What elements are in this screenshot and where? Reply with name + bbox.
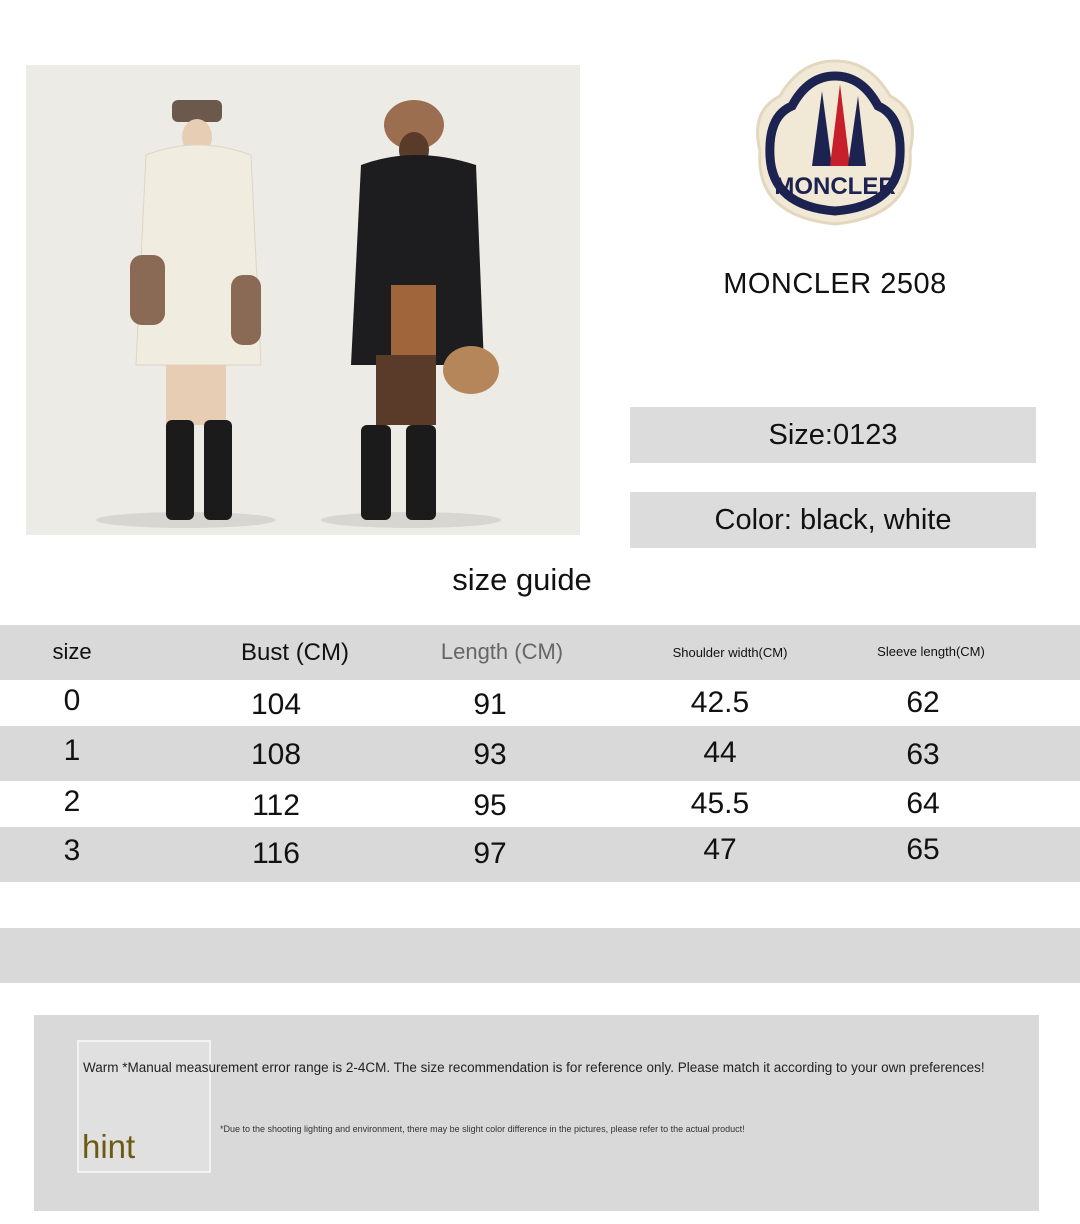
- cell-size: 0: [63, 684, 81, 717]
- cell-size: 2: [63, 785, 81, 818]
- size-guide-title: size guide: [452, 562, 592, 597]
- table-row: 2 112 95 45.5 64: [0, 781, 1080, 827]
- cell-size: 3: [63, 834, 81, 867]
- cell-shoulder: 47: [703, 833, 737, 866]
- header-sleeve: Sleeve length(CM): [877, 644, 985, 659]
- cell-sleeve: 65: [906, 833, 940, 866]
- header-size: size: [52, 639, 92, 664]
- cell-shoulder: 45.5: [690, 787, 750, 820]
- product-title: MONCLER 2508: [723, 268, 947, 300]
- size-info: Size:0123: [630, 407, 1036, 463]
- svg-text:MONCLER: MONCLER: [774, 173, 895, 200]
- cell-length: 97: [473, 837, 507, 870]
- cell-bust: 116: [252, 837, 300, 870]
- cell-length: 91: [473, 688, 507, 721]
- cell-size: 1: [63, 734, 81, 767]
- color-note: *Due to the shooting lighting and enviro…: [220, 1124, 745, 1134]
- cell-sleeve: 64: [906, 787, 940, 820]
- moncler-logo: MONCLER: [740, 56, 930, 228]
- cell-shoulder: 44: [703, 736, 737, 769]
- cell-length: 95: [473, 789, 507, 822]
- hint-label: hint: [82, 1128, 136, 1165]
- table-row: 0 104 91 42.5 62: [0, 680, 1080, 726]
- header-bust: Bust (CM): [241, 639, 349, 666]
- cell-sleeve: 62: [906, 686, 940, 719]
- table-row: 1 108 93 44 63: [0, 726, 1080, 781]
- table-row: 3 116 97 47 65: [0, 827, 1080, 882]
- cell-sleeve: 63: [906, 738, 940, 771]
- product-photo: [26, 65, 580, 535]
- cell-bust: 104: [250, 688, 302, 721]
- color-info: Color: black, white: [630, 492, 1036, 548]
- cell-bust: 112: [252, 789, 300, 822]
- header-shoulder: Shoulder width(CM): [672, 645, 788, 660]
- cell-length: 93: [473, 738, 507, 771]
- cell-bust: 108: [250, 738, 302, 771]
- cell-shoulder: 42.5: [690, 686, 750, 719]
- size-table-header: size Bust (CM) Length (CM) Shoulder widt…: [0, 625, 1080, 680]
- hint-box: [77, 1040, 211, 1173]
- divider-band: [0, 928, 1080, 983]
- header-length: Length (CM): [440, 639, 564, 664]
- measurement-note: Warm *Manual measurement error range is …: [83, 1060, 985, 1075]
